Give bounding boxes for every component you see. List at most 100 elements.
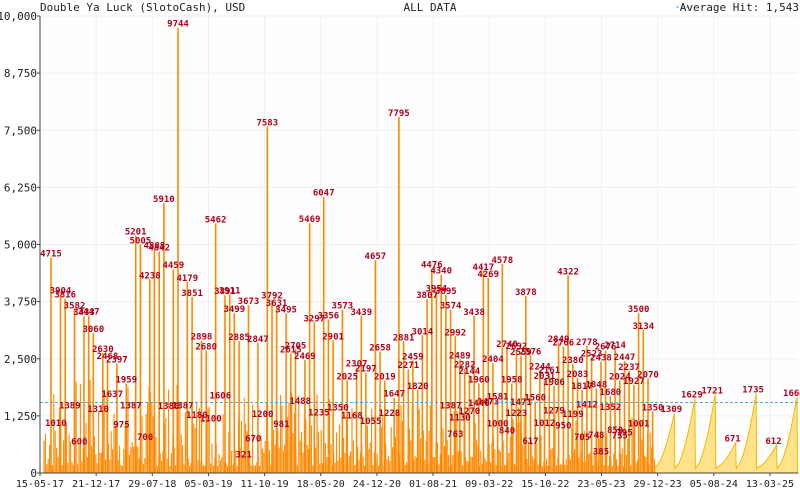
peak-label: 2070 — [637, 370, 659, 380]
area-peak-label: 1309 — [660, 405, 682, 415]
bar-series — [43, 27, 655, 473]
peak-label: 3439 — [350, 308, 372, 318]
peak-label: 3904 — [50, 287, 72, 297]
peak-label: 2161 — [538, 366, 560, 376]
value-label: 975 — [113, 420, 129, 430]
value-label: 763 — [447, 430, 463, 440]
value-label: 700 — [137, 433, 153, 443]
value-label: 1279 — [543, 407, 565, 417]
value-label: 1606 — [209, 392, 231, 402]
peak-label: 3573 — [332, 302, 354, 312]
peak-label: 1927 — [623, 377, 645, 387]
value-label: 1440 — [468, 399, 490, 409]
peak-label: 3792 — [261, 292, 283, 302]
value-label: 1000 — [487, 419, 509, 429]
peak-label: 2397 — [106, 356, 128, 366]
peak-label: 3014 — [412, 327, 434, 337]
peak-label: 2237 — [618, 363, 640, 373]
x-tick-label: 23-05-23 — [577, 479, 625, 490]
peak-label: 2271 — [397, 361, 419, 371]
y-tick-label: 3,750 — [4, 296, 37, 309]
peak-label: 6047 — [313, 189, 335, 199]
peak-label: 2380 — [562, 356, 584, 366]
peak-label: 3500 — [628, 305, 650, 315]
y-tick-label: 7,500 — [4, 124, 37, 137]
peak-label: 3954 — [426, 284, 448, 294]
peak-label: 2489 — [449, 351, 471, 361]
average-legend-label: Average Hit: 1,543 — [680, 1, 799, 14]
peak-label: 5462 — [205, 215, 227, 225]
value-label: 840 — [499, 427, 515, 437]
peak-label: 5910 — [153, 195, 175, 205]
value-label: 950 — [555, 422, 571, 432]
y-tick-label: 5,000 — [4, 239, 37, 252]
y-tick-label: 6,250 — [4, 181, 37, 194]
value-label: 1473 — [477, 398, 499, 408]
peak-label: 1959 — [115, 376, 137, 386]
value-label: 600 — [71, 438, 87, 448]
peak-label: 4888 — [144, 242, 166, 252]
peak-label: 4269 — [477, 270, 499, 280]
value-label: 1168 — [341, 412, 363, 422]
value-label: 1001 — [628, 419, 650, 429]
peak-label: 3433 — [73, 308, 95, 318]
peak-label: 2847 — [247, 335, 269, 345]
peak-label: 3895 — [435, 287, 457, 297]
peak-label: 3878 — [515, 288, 537, 298]
peak-label: 4417 — [473, 263, 495, 273]
peak-label: 7583 — [256, 119, 278, 129]
area-peak-label: 1735 — [742, 386, 764, 396]
peak-label: 2144 — [459, 367, 481, 377]
peak-label: 2615 — [280, 346, 302, 356]
peak-label: 2680 — [195, 343, 217, 353]
peak-label: 2025 — [336, 373, 358, 383]
peak-label: 1820 — [407, 382, 429, 392]
value-label: 1228 — [379, 409, 401, 419]
area-peak-label: 1664 — [783, 389, 800, 399]
chart-title: Double Ya Luck (SlotoCash), USD — [40, 1, 245, 14]
peak-label: 4578 — [491, 256, 513, 266]
value-label: 795 — [616, 429, 632, 439]
peak-label: 9744 — [167, 20, 189, 30]
value-label: 1310 — [87, 405, 109, 415]
peak-label: 2576 — [520, 347, 542, 357]
value-label: 1471 — [510, 398, 532, 408]
peak-label: 1350 — [642, 403, 664, 413]
value-label: 1350 — [327, 403, 349, 413]
peak-label: 3891 — [214, 287, 236, 297]
y-axis: 0 1,250 2,500 3,750 5,000 6,250 7,500 8,750 10,0… — [0, 10, 40, 480]
peak-label: 2658 — [369, 344, 391, 354]
y-tick-label: 0 — [30, 467, 37, 480]
peak-label: 4842 — [148, 244, 170, 254]
peak-label: 3816 — [54, 291, 76, 301]
peak-label: 5005 — [130, 236, 152, 246]
x-axis: 15-05-17 21-12-17 29-07-18 05-03-19 11-10-19… — [16, 473, 794, 490]
value-label: 385 — [593, 447, 609, 457]
peak-label: 3356 — [318, 312, 340, 322]
peak-label: 1817 — [571, 382, 593, 392]
peak-label: 4459 — [162, 261, 184, 271]
x-tick-label: 15-10-22 — [521, 479, 569, 490]
peak-label: 2705 — [285, 341, 307, 351]
peak-label: 1958 — [501, 376, 523, 386]
peak-label: 3495 — [275, 305, 297, 315]
area-peak-label: 1629 — [681, 391, 703, 401]
peak-label: 3297 — [303, 314, 325, 324]
peak-label: 2083 — [567, 370, 589, 380]
x-tick-label: 09-03-22 — [465, 479, 513, 490]
peak-label: 3499 — [223, 305, 245, 315]
value-label: 1637 — [101, 390, 123, 400]
x-tick-label: 29-07-18 — [128, 479, 176, 490]
peak-label: 1560 — [524, 394, 546, 404]
value-label: 1387 — [120, 402, 142, 412]
y-tick-label: 1,250 — [4, 410, 37, 423]
chart-subtitle: ALL DATA — [404, 1, 457, 14]
value-label: 1352 — [600, 403, 622, 413]
peak-label: 3574 — [440, 302, 462, 312]
peak-label: 2630 — [92, 345, 114, 355]
x-tick-label: 01-08-21 — [409, 479, 457, 490]
value-label: 981 — [273, 420, 289, 430]
peak-label: 2559 — [510, 348, 532, 358]
value-label: 321 — [236, 450, 252, 460]
peak-label: 2885 — [228, 333, 250, 343]
